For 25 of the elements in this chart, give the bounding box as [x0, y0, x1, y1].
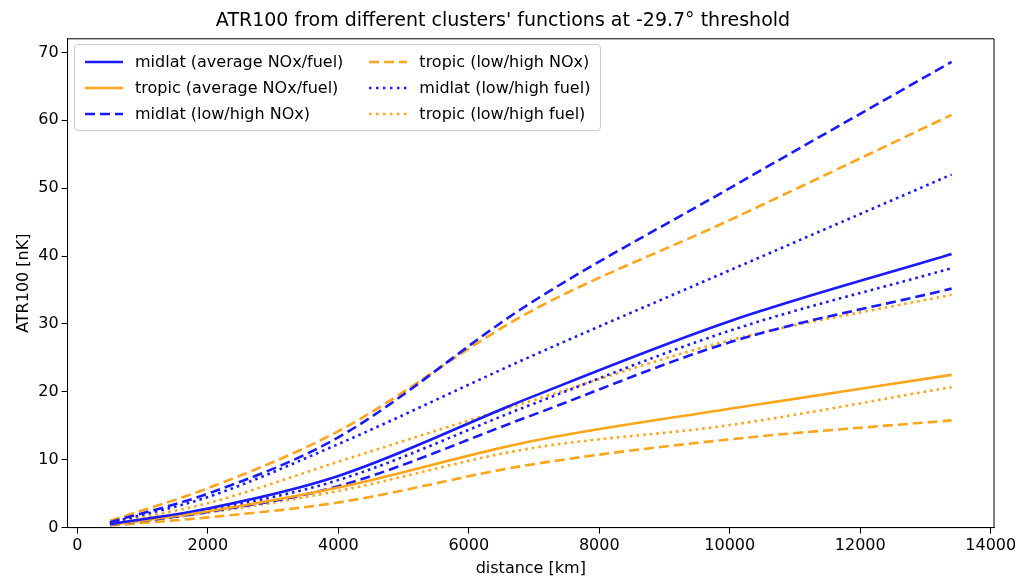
x-tick-label: 12000 — [834, 535, 886, 555]
legend-label: tropic (low/high fuel) — [419, 103, 586, 125]
x-tick-label: 8000 — [578, 535, 620, 555]
y-tick-label: 50 — [38, 177, 59, 197]
legend-label: midlat (low/high fuel) — [419, 77, 591, 99]
x-tick-label: 0 — [72, 535, 83, 555]
y-tick-label: 40 — [38, 245, 59, 265]
x-tick-label: 4000 — [317, 535, 359, 555]
y-tick-label: 0 — [48, 516, 59, 536]
y-tick-label: 60 — [38, 109, 59, 129]
legend-label: midlat (low/high NOx) — [135, 103, 310, 125]
x-tick-label: 2000 — [187, 535, 229, 555]
y-tick-label: 20 — [38, 380, 59, 400]
y-tick-label: 10 — [38, 448, 59, 468]
legend-label: midlat (average NOx/fuel) — [135, 51, 344, 73]
x-tick-label: 14000 — [965, 535, 1017, 555]
y-axis-title: ATR100 [nK] — [12, 233, 32, 333]
legend-label: tropic (low/high NOx) — [419, 51, 590, 73]
legend-label: tropic (average NOx/fuel) — [135, 77, 339, 99]
x-tick-label: 6000 — [448, 535, 490, 555]
x-axis-title: distance [km] — [475, 557, 586, 577]
x-tick-label: 10000 — [704, 535, 756, 555]
y-tick-label: 70 — [38, 41, 59, 61]
y-tick-label: 30 — [38, 313, 59, 333]
chart-title: ATR100 from different clusters' functions at -29.7° threshold — [215, 8, 791, 31]
